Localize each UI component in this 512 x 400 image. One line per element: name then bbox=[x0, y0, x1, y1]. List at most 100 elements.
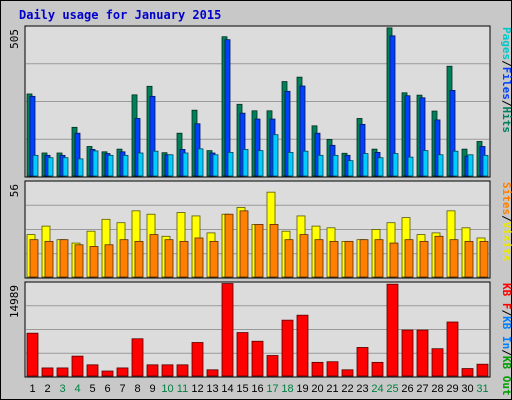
bar-sites-day-3 bbox=[59, 239, 69, 278]
bar-pages-day-10 bbox=[167, 154, 174, 177]
day-label-19: 19 bbox=[296, 383, 308, 395]
y-max-label: 56 bbox=[8, 184, 21, 197]
legend-entry: Pages bbox=[500, 27, 512, 60]
bar-files-day-25 bbox=[389, 35, 396, 177]
bar-kb-f-day-21 bbox=[326, 361, 339, 377]
panel-legend: Pages/Files/Hits bbox=[500, 27, 512, 133]
legend-entry: / bbox=[500, 60, 512, 67]
bar-pages-day-15 bbox=[242, 149, 249, 177]
bar-files-day-14 bbox=[224, 39, 231, 177]
bar-files-day-28 bbox=[434, 119, 441, 177]
bar-pages-day-1 bbox=[32, 154, 39, 177]
bar-kb-f-day-14 bbox=[221, 283, 234, 377]
bar-kb-f-day-2 bbox=[41, 367, 54, 377]
bar-files-day-8 bbox=[134, 118, 141, 177]
bar-sites-day-22 bbox=[344, 240, 354, 278]
bar-kb-f-day-6 bbox=[101, 370, 114, 377]
bar-kb-f-day-23 bbox=[356, 347, 369, 377]
bar-pages-day-16 bbox=[257, 150, 264, 177]
bar-kb-f-day-28 bbox=[431, 348, 444, 377]
bar-files-day-26 bbox=[404, 95, 411, 177]
bar-kb-f-day-3 bbox=[56, 367, 69, 377]
bar-kb-f-day-22 bbox=[341, 369, 354, 377]
panel-legend: Sites/Visits bbox=[500, 182, 512, 262]
legend-entry: KB Out bbox=[500, 356, 512, 396]
bar-files-day-19 bbox=[299, 85, 306, 177]
bar-pages-day-24 bbox=[377, 157, 384, 177]
bar-kb-f-day-20 bbox=[311, 361, 324, 377]
bar-pages-day-27 bbox=[422, 150, 429, 177]
bar-sites-day-12 bbox=[194, 237, 204, 278]
bar-sites-day-14 bbox=[224, 213, 234, 278]
bar-kb-f-day-8 bbox=[131, 338, 144, 377]
day-label-10: 10 bbox=[161, 383, 173, 395]
bar-pages-day-14 bbox=[227, 151, 234, 177]
bar-kb-f-day-30 bbox=[461, 368, 474, 377]
day-label-12: 12 bbox=[191, 383, 203, 395]
series-hits bbox=[26, 27, 483, 177]
day-label-13: 13 bbox=[206, 383, 218, 395]
day-label-6: 6 bbox=[104, 383, 110, 395]
y-max-label: 14989 bbox=[8, 285, 21, 318]
day-label-1: 1 bbox=[29, 383, 35, 395]
bar-pages-day-21 bbox=[332, 154, 339, 177]
day-label-15: 15 bbox=[236, 383, 248, 395]
bar-files-day-1 bbox=[29, 95, 36, 177]
bar-files-day-18 bbox=[284, 90, 291, 177]
day-label-18: 18 bbox=[281, 383, 293, 395]
bar-sites-day-5 bbox=[89, 246, 99, 278]
legend-entry: Hits bbox=[500, 107, 512, 134]
bar-pages-day-5 bbox=[92, 150, 99, 177]
legend-entry: KB In bbox=[500, 316, 512, 349]
bar-sites-day-26 bbox=[404, 239, 414, 278]
bar-pages-day-9 bbox=[152, 150, 159, 177]
bar-files-day-23 bbox=[359, 123, 366, 177]
bar-sites-day-16 bbox=[254, 224, 264, 278]
bar-sites-day-11 bbox=[179, 240, 189, 278]
bar-kb-f-day-31 bbox=[476, 363, 489, 377]
series-kb-f bbox=[26, 283, 489, 377]
bar-pages-day-13 bbox=[212, 154, 219, 177]
bar-kb-f-day-5 bbox=[86, 364, 99, 377]
bar-pages-day-25 bbox=[392, 153, 399, 177]
bar-sites-day-18 bbox=[284, 239, 294, 278]
legend-entry: Sites bbox=[500, 182, 512, 215]
bar-files-day-4 bbox=[74, 132, 81, 177]
day-label-29: 29 bbox=[446, 383, 458, 395]
bar-sites-day-21 bbox=[329, 240, 339, 278]
bar-pages-day-8 bbox=[137, 152, 144, 177]
legend-entry: / bbox=[500, 310, 512, 317]
bar-kb-f-day-25 bbox=[386, 283, 399, 377]
day-label-28: 28 bbox=[431, 383, 443, 395]
bar-kb-f-day-4 bbox=[71, 355, 84, 377]
bar-sites-day-4 bbox=[74, 244, 84, 278]
day-label-14: 14 bbox=[221, 383, 233, 395]
legend-entry: / bbox=[500, 215, 512, 222]
legend-entry: Files bbox=[500, 67, 512, 100]
bar-sites-day-30 bbox=[464, 240, 474, 278]
bar-sites-day-9 bbox=[149, 234, 159, 278]
day-label-7: 7 bbox=[119, 383, 125, 395]
bar-pages-day-4 bbox=[77, 158, 84, 177]
bar-kb-f-day-17 bbox=[266, 355, 279, 377]
series-pages bbox=[32, 134, 489, 177]
panel-3: 14989 KB F/KB In/KB Out bbox=[8, 281, 512, 396]
panel-1: 505 Pages/Files/Hits bbox=[8, 25, 512, 178]
bar-sites-day-1 bbox=[29, 239, 39, 278]
bar-sites-day-15 bbox=[239, 210, 249, 278]
bar-pages-day-22 bbox=[347, 160, 354, 177]
day-label-27: 27 bbox=[416, 383, 428, 395]
bar-sites-day-8 bbox=[134, 240, 144, 278]
bar-kb-f-day-15 bbox=[236, 332, 249, 377]
day-label-30: 30 bbox=[461, 383, 473, 395]
bar-pages-day-11 bbox=[182, 152, 189, 177]
bar-sites-day-28 bbox=[434, 235, 444, 278]
bar-kb-f-day-27 bbox=[416, 329, 429, 377]
bar-kb-f-day-13 bbox=[206, 369, 219, 377]
bar-pages-day-18 bbox=[287, 151, 294, 177]
bar-kb-f-day-26 bbox=[401, 329, 414, 377]
bar-files-day-16 bbox=[254, 118, 261, 177]
day-label-4: 4 bbox=[74, 383, 80, 395]
legend-entry: KB F bbox=[500, 283, 512, 310]
